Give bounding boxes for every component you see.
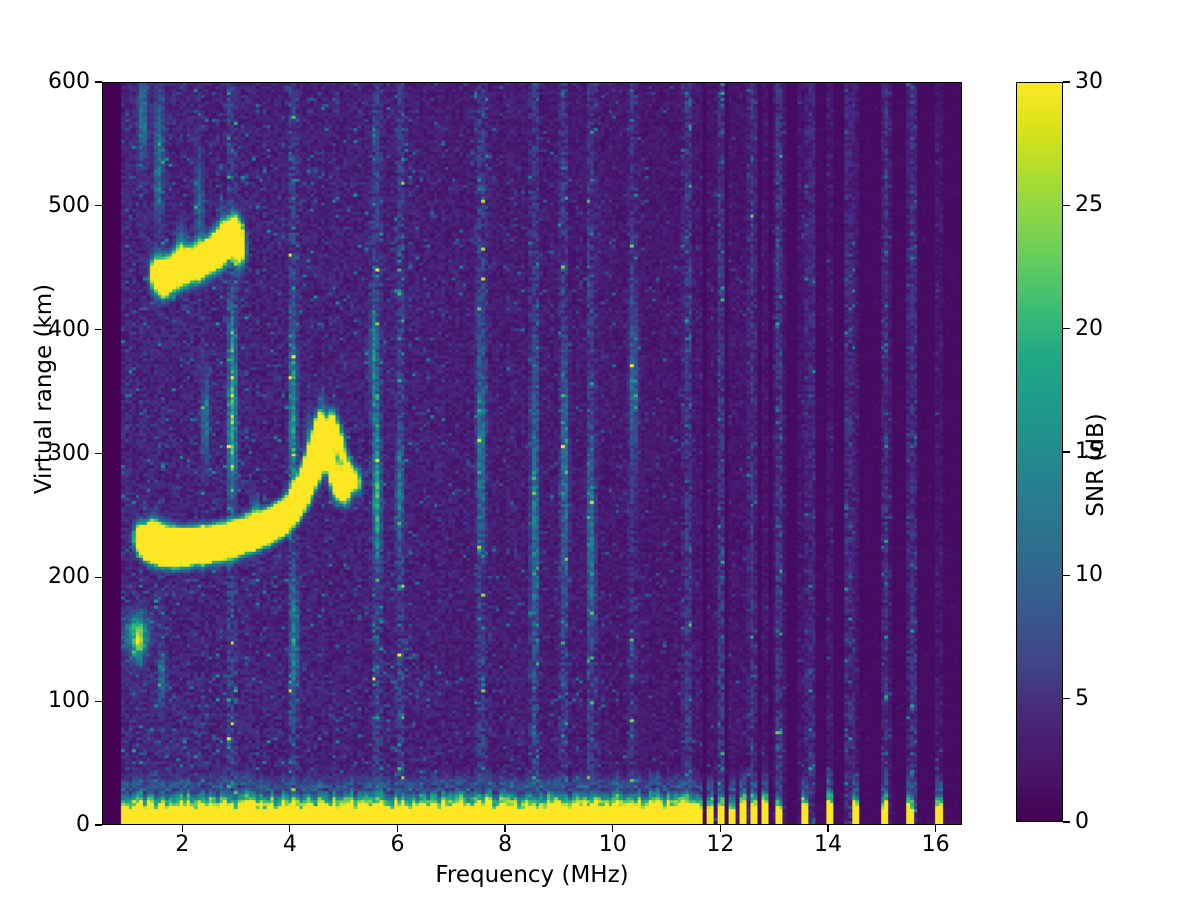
x-tick-mark [934,825,937,832]
colorbar-tick-mark [1063,574,1070,576]
x-tick-mark [719,825,721,832]
y-tick-mark [95,81,102,83]
x-tick-label: 10 [598,832,627,857]
x-tick-label: 14 [813,832,842,857]
x-tick-mark [827,825,829,832]
y-tick-label: 100 [48,688,90,714]
y-tick-label: 300 [48,440,90,466]
x-tick-mark [181,825,183,832]
colorbar-tick-label: 10 [1075,562,1103,588]
colorbar-tick-label: 30 [1075,69,1103,94]
snr-colorbar[interactable] [1016,82,1063,822]
x-tick-mark [612,825,614,832]
x-tick-label: 8 [498,832,513,857]
colorbar-tick-label: 5 [1075,685,1089,711]
y-tick-mark [95,205,102,207]
colorbar-tick-mark [1063,81,1070,83]
y-tick-label: 200 [48,564,90,590]
colorbar-tick-label: 20 [1075,315,1103,341]
y-tick-mark [95,824,102,826]
y-tick-mark [95,452,102,455]
y-tick-mark [95,700,102,702]
x-tick-label: 16 [921,832,950,857]
y-tick-label: 600 [48,69,90,94]
x-tick-mark [396,825,399,832]
y-tick-mark [95,576,102,578]
x-tick-mark [504,825,506,832]
ionogram-plot-area[interactable] [102,82,962,825]
colorbar-tick-mark [1063,821,1070,823]
x-tick-label: 2 [175,832,190,857]
x-tick-mark [289,825,291,832]
colorbar-tick-mark [1063,451,1070,453]
y-tick-label: 0 [76,812,90,837]
y-tick-label: 400 [48,316,90,342]
x-tick-label: 12 [706,832,735,857]
colorbar-tick-label: 15 [1075,439,1103,464]
colorbar-tick-label: 25 [1075,192,1103,218]
y-axis-label: Virtual range (km) [31,283,57,495]
colorbar-tick-label: 0 [1075,809,1089,834]
x-axis-label: Frequency (MHz) [435,862,629,888]
ionogram-heatmap-canvas [103,83,961,824]
y-tick-label: 500 [48,192,90,218]
x-tick-label: 4 [282,832,297,857]
colorbar-tick-mark [1063,698,1070,700]
colorbar-tick-mark [1063,204,1070,206]
colorbar-tick-mark [1063,328,1070,330]
colorbar-label: SNR (dB) [1083,413,1109,517]
y-tick-mark [95,329,102,331]
x-tick-label: 6 [390,832,405,857]
